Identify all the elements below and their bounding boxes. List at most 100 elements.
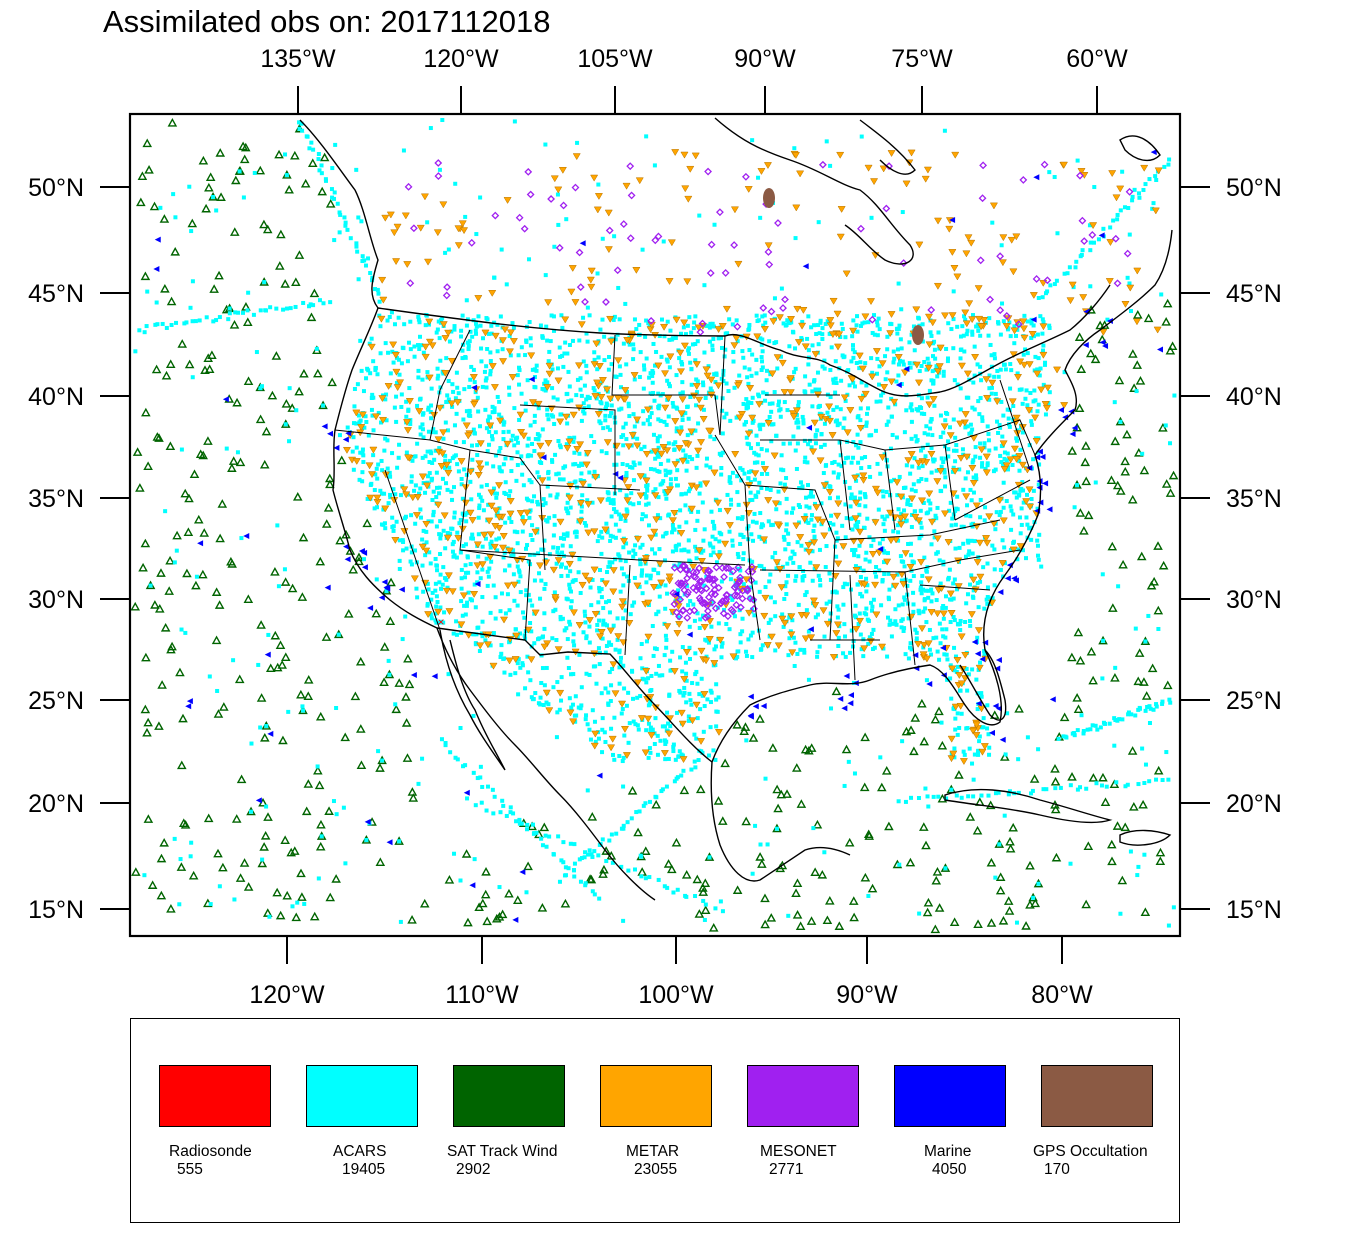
acars-marker	[759, 447, 764, 452]
sat-track-wind-marker	[317, 186, 328, 196]
acars-marker	[1120, 169, 1125, 174]
acars-marker	[644, 484, 649, 489]
metar-marker	[421, 353, 430, 361]
metar-marker	[891, 582, 900, 590]
acars-marker	[408, 319, 413, 324]
acars-marker	[1127, 281, 1132, 286]
acars-marker	[419, 343, 424, 348]
acars-marker	[555, 492, 560, 497]
acars-marker	[409, 513, 414, 518]
metar-marker	[628, 432, 637, 439]
sat-track-wind-marker	[782, 789, 792, 798]
acars-marker	[908, 641, 913, 646]
acars-marker	[612, 507, 617, 512]
acars-marker	[712, 647, 717, 652]
acars-marker	[713, 380, 718, 385]
acars-marker	[1035, 506, 1040, 511]
acars-marker	[420, 756, 425, 761]
acars-marker	[708, 321, 713, 326]
acars-marker	[539, 836, 544, 841]
acars-marker	[384, 418, 389, 423]
acars-marker	[388, 492, 393, 497]
acars-marker	[592, 350, 597, 355]
acars-marker	[445, 531, 450, 536]
acars-marker	[545, 338, 550, 343]
acars-marker	[604, 401, 609, 406]
acars-marker	[809, 325, 814, 330]
acars-marker	[876, 507, 881, 512]
acars-marker	[438, 358, 443, 363]
acars-marker	[970, 667, 975, 672]
acars-marker	[376, 291, 381, 296]
acars-marker	[916, 408, 921, 413]
sat-track-wind-marker	[1003, 896, 1014, 905]
acars-marker	[656, 571, 661, 576]
metar-marker	[540, 643, 549, 651]
acars-marker	[508, 805, 513, 810]
acars-marker	[827, 484, 832, 489]
acars-marker	[819, 431, 824, 436]
metar-marker	[663, 489, 672, 496]
metar-marker	[585, 577, 594, 585]
acars-marker	[731, 610, 736, 615]
acars-marker	[664, 637, 669, 642]
acars-marker	[680, 362, 685, 367]
acars-marker	[911, 609, 916, 614]
acars-marker	[875, 333, 880, 338]
acars-marker	[1002, 450, 1007, 455]
metar-marker	[597, 394, 606, 401]
acars-marker	[885, 334, 890, 339]
acars-marker	[750, 630, 755, 635]
acars-marker	[661, 239, 666, 244]
acars-marker	[532, 375, 537, 380]
acars-marker	[922, 598, 927, 603]
acars-marker	[882, 572, 887, 577]
metar-marker	[647, 534, 656, 542]
acars-marker	[448, 750, 453, 755]
acars-marker	[815, 323, 820, 328]
acars-marker	[1068, 861, 1073, 866]
acars-marker	[974, 677, 979, 682]
acars-marker	[554, 638, 559, 643]
sat-track-wind-marker	[934, 903, 945, 912]
acars-marker	[917, 911, 922, 916]
acars-marker	[1012, 324, 1017, 329]
sat-track-wind-marker	[256, 620, 266, 629]
metar-marker	[956, 455, 965, 462]
acars-marker	[675, 710, 680, 715]
metar-marker	[1002, 462, 1011, 470]
acars-marker	[427, 550, 432, 555]
acars-marker	[867, 635, 872, 640]
acars-marker	[357, 477, 362, 482]
acars-marker	[438, 385, 443, 390]
acars-marker	[1029, 335, 1034, 340]
acars-marker	[619, 864, 624, 869]
acars-marker	[337, 433, 342, 438]
metar-marker	[983, 394, 992, 402]
acars-marker	[473, 803, 478, 808]
acars-marker	[943, 410, 948, 415]
acars-marker	[508, 489, 513, 494]
sat-track-wind-marker	[1074, 332, 1085, 341]
metar-marker	[469, 374, 478, 381]
acars-marker	[441, 436, 446, 441]
acars-marker	[595, 271, 600, 276]
acars-marker	[577, 338, 582, 343]
acars-marker	[420, 455, 425, 460]
acars-marker	[768, 617, 773, 622]
acars-marker	[547, 552, 552, 557]
acars-marker	[1062, 271, 1067, 276]
acars-marker	[461, 417, 466, 422]
sat-track-wind-marker	[1079, 525, 1089, 535]
acars-marker	[334, 812, 339, 817]
acars-marker	[627, 414, 632, 419]
sat-track-wind-marker	[482, 916, 492, 926]
acars-marker	[689, 767, 694, 772]
acars-marker	[610, 560, 615, 565]
acars-marker	[519, 454, 524, 459]
acars-marker	[845, 582, 850, 587]
acars-marker	[512, 443, 517, 448]
acars-marker	[704, 456, 709, 461]
acars-marker	[1147, 721, 1152, 726]
acars-marker	[750, 655, 755, 660]
